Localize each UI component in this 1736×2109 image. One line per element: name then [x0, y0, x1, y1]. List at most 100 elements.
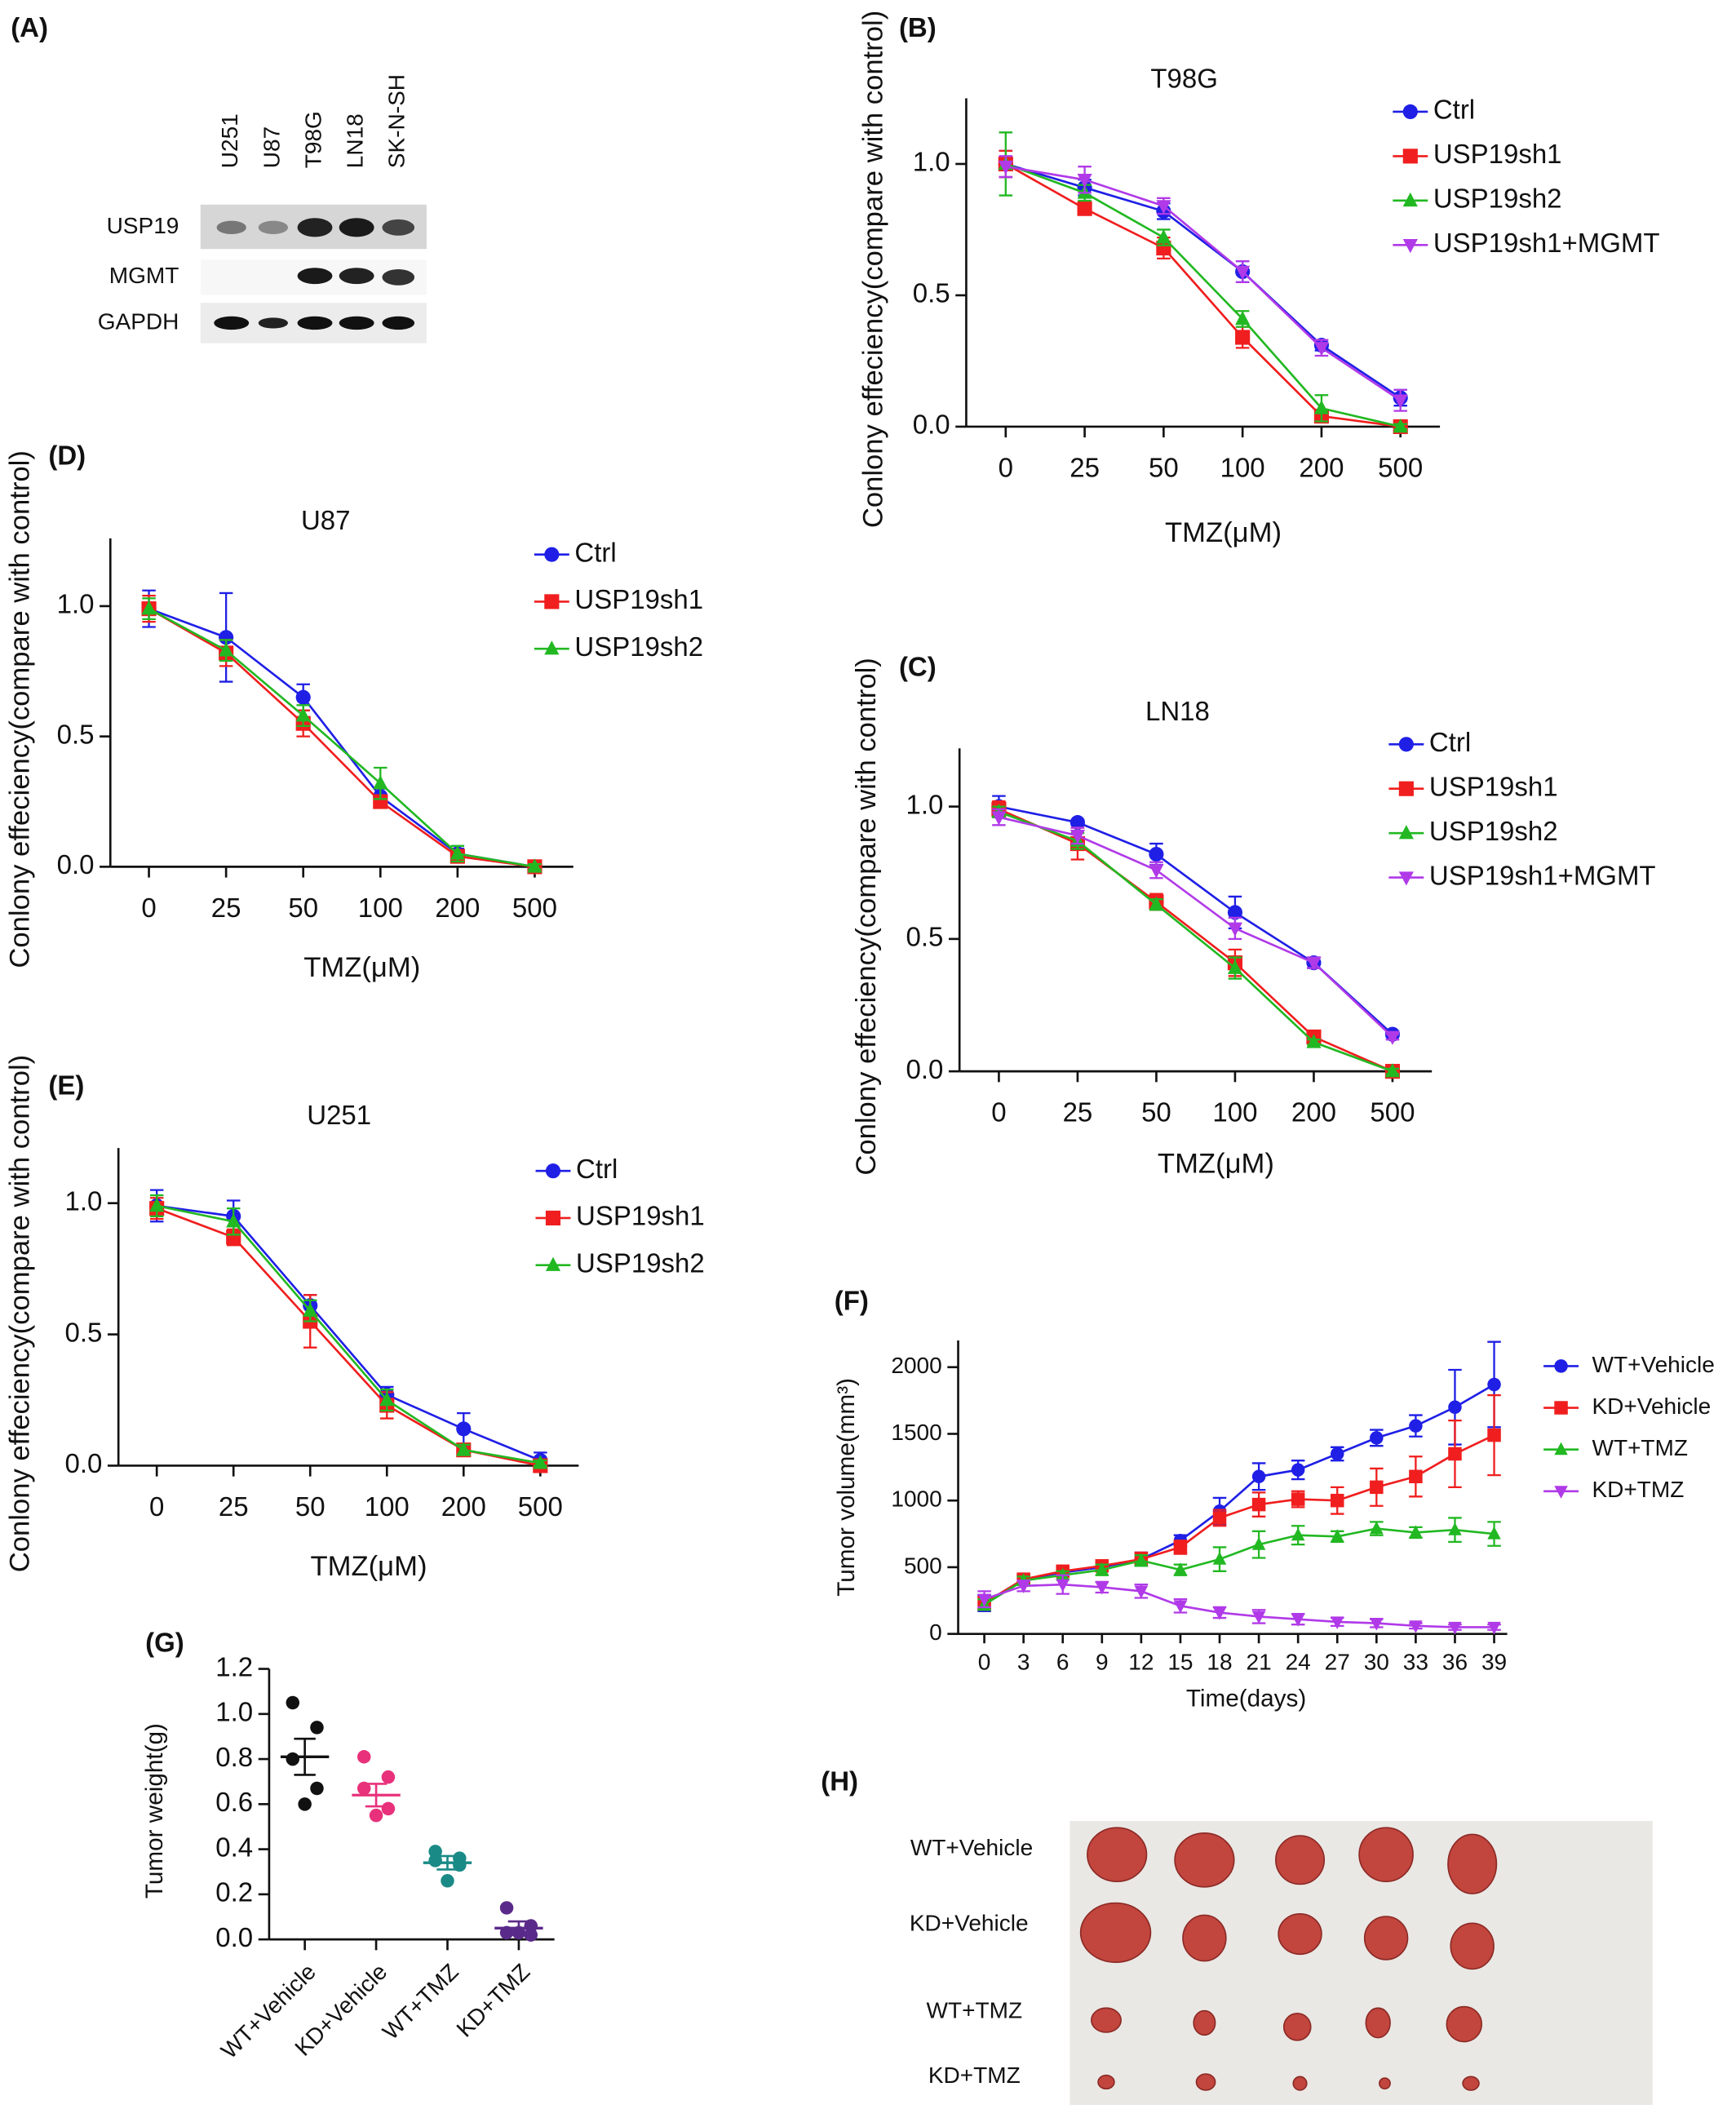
marker	[1370, 1521, 1384, 1535]
legend-label: USP19sh1	[1433, 139, 1562, 169]
y-tick-label: 0.0	[906, 1054, 944, 1084]
panel-letter: (C)	[899, 652, 937, 682]
blot-lane-label: T98G	[300, 111, 326, 168]
marker	[1156, 200, 1171, 215]
tumor	[1193, 2009, 1216, 2036]
legend-label: KD+Vehicle	[1592, 1393, 1711, 1419]
marker	[1448, 1400, 1462, 1415]
marker	[1095, 1562, 1109, 1575]
tumor	[1079, 1902, 1152, 1963]
x-tick-label: 25	[211, 893, 241, 923]
blot-lane-label: SK-N-SH	[384, 74, 410, 168]
marker	[1393, 394, 1408, 409]
y-tick-label: 1.0	[906, 789, 944, 819]
y-tick-label: 2000	[891, 1353, 941, 1378]
line	[1005, 162, 1402, 399]
marker	[1370, 1617, 1384, 1631]
series	[149, 1194, 547, 1467]
y-tick-label: 0.5	[65, 1317, 103, 1347]
panel-letter: (H)	[821, 1766, 858, 1796]
marker	[1227, 905, 1243, 920]
chart-title: T98G	[1150, 64, 1218, 94]
blot-lane-label: U251	[217, 113, 242, 168]
x-axis-label: TMZ(μM)	[1165, 517, 1282, 548]
marker	[1402, 192, 1418, 207]
marker	[1173, 1540, 1188, 1554]
line	[1005, 162, 1402, 428]
band	[382, 268, 415, 286]
marker	[1077, 174, 1092, 188]
marker	[977, 1593, 991, 1607]
marker	[295, 707, 311, 722]
y-tick-label: 1500	[891, 1420, 941, 1445]
x-tick-label: 50	[1141, 1097, 1171, 1128]
line	[157, 1204, 541, 1462]
series	[149, 1189, 547, 1469]
photo-row-label: KD+TMZ	[928, 2062, 1021, 2088]
band	[382, 316, 415, 330]
x-axis-label: TMZ(μM)	[310, 1551, 427, 1582]
marker	[1384, 1030, 1401, 1045]
legend-label: Ctrl	[1429, 727, 1471, 757]
marker	[1149, 864, 1164, 879]
marker	[544, 547, 560, 562]
photo-background	[1070, 1820, 1653, 2106]
marker	[1070, 815, 1085, 831]
dot	[369, 1808, 383, 1823]
tumor	[1462, 2076, 1480, 2091]
legend-label: USP19sh1	[1429, 771, 1558, 801]
marker	[1402, 104, 1418, 120]
legend-label: USP19sh1+MGMT	[1429, 860, 1656, 890]
band	[339, 218, 374, 237]
line	[1005, 162, 1401, 428]
marker	[1291, 1463, 1305, 1477]
line	[156, 1204, 541, 1464]
marker	[1251, 1497, 1266, 1512]
x-tick-label: 3	[1017, 1649, 1030, 1674]
marker	[373, 775, 388, 790]
x-tick-label: 25	[1063, 1097, 1093, 1128]
marker	[1409, 1525, 1423, 1539]
marker	[1235, 330, 1251, 345]
dot	[524, 1928, 538, 1942]
tumor	[1282, 2013, 1312, 2041]
x-tick-label: KD+TMZ	[452, 1959, 535, 2042]
band	[339, 316, 374, 330]
x-tick-label: 100	[365, 1491, 410, 1522]
x-tick-label: 100	[1212, 1097, 1257, 1128]
band	[339, 268, 374, 285]
marker	[1056, 1579, 1070, 1593]
marker	[1398, 871, 1414, 886]
legend-label: Ctrl	[1433, 95, 1475, 125]
x-axis-label: TMZ(μM)	[1158, 1149, 1274, 1180]
y-tick-label: 1.0	[65, 1185, 103, 1216]
marker	[1554, 1359, 1568, 1373]
panel-letter: (A)	[11, 12, 48, 42]
y-tick-label: 500	[904, 1553, 942, 1578]
y-tick-label: 1000	[891, 1486, 941, 1512]
x-tick-label: 36	[1442, 1649, 1468, 1674]
marker	[1212, 1606, 1227, 1620]
marker	[1306, 956, 1322, 972]
series	[149, 1197, 547, 1469]
chart-title: U251	[307, 1100, 371, 1130]
x-tick-label: 500	[1370, 1097, 1415, 1128]
tumor	[1450, 1922, 1495, 1970]
marker	[1554, 1401, 1568, 1415]
y-tick-label: 0.2	[215, 1877, 253, 1907]
marker	[1134, 1585, 1149, 1599]
error-bar	[365, 1783, 388, 1808]
marker	[1291, 1527, 1305, 1541]
blot-lane-label: U87	[259, 126, 284, 168]
x-axis-label: TMZ(μM)	[303, 952, 420, 983]
dot	[298, 1797, 312, 1811]
chart-title: LN18	[1145, 696, 1210, 726]
panel-letter: (G)	[145, 1628, 184, 1658]
x-tick-label: 0	[141, 893, 156, 923]
marker	[1402, 238, 1418, 254]
legend-label: KD+TMZ	[1592, 1477, 1684, 1502]
panel-letter: (E)	[48, 1070, 84, 1101]
x-tick-label: 500	[1378, 452, 1423, 482]
x-tick-label: 24	[1286, 1649, 1311, 1674]
marker	[141, 600, 157, 615]
